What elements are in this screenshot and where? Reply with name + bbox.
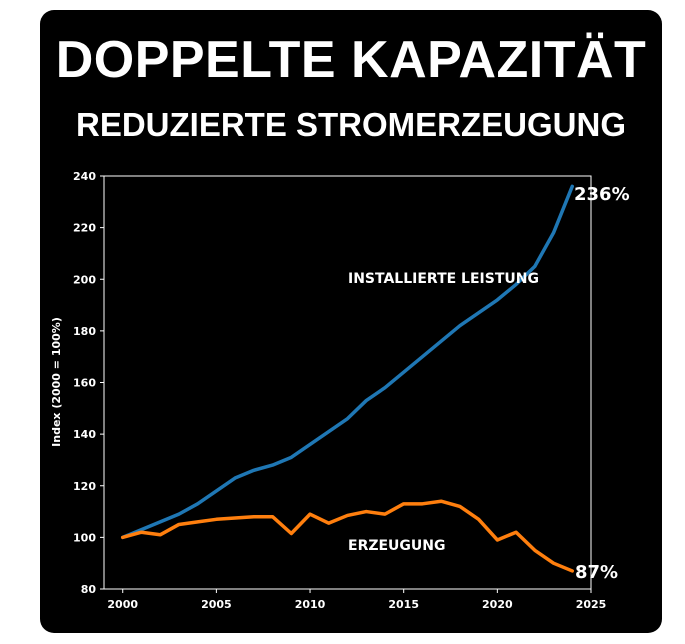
x-tick-label: 2015	[388, 598, 419, 611]
capacity-series-label: INSTALLIERTE LEISTUNG	[348, 271, 539, 287]
y-axis-ticks: 80 100 120 140 160 180 200 220 240	[73, 170, 104, 596]
x-tick-label: 2000	[107, 598, 138, 611]
generation-series-label: ERZEUGUNG	[348, 538, 446, 554]
y-tick-label: 140	[73, 428, 96, 441]
y-tick-label: 80	[81, 583, 97, 596]
generation-end-label: 87%	[575, 562, 618, 583]
series-lines	[120, 184, 575, 573]
capacity-series-line	[120, 184, 575, 540]
y-tick-label: 240	[73, 170, 96, 183]
x-axis-ticks: 2000 2005 2010 2015 2020 2025	[107, 589, 606, 611]
chart-subtitle: REDUZIERTE STROMERZEUGUNG	[75, 106, 626, 143]
x-tick-label: 2010	[295, 598, 326, 611]
y-tick-label: 220	[73, 222, 96, 235]
generation-series-line	[120, 499, 575, 573]
x-tick-label: 2005	[201, 598, 232, 611]
x-tick-label: 2025	[576, 598, 607, 611]
y-axis-label: Index (2000 = 100%)	[50, 317, 63, 447]
y-tick-label: 180	[73, 325, 96, 338]
capacity-end-label: 236%	[574, 184, 630, 205]
chart-title: DOPPELTE KAPAZITÄT	[55, 31, 647, 89]
y-tick-label: 200	[73, 273, 96, 286]
x-tick-label: 2020	[482, 598, 513, 611]
chart-card: DOPPELTE KAPAZITÄT REDUZIERTE STROMERZEU…	[40, 10, 662, 633]
y-tick-label: 100	[73, 531, 96, 544]
y-tick-label: 160	[73, 377, 96, 390]
y-tick-label: 120	[73, 480, 96, 493]
